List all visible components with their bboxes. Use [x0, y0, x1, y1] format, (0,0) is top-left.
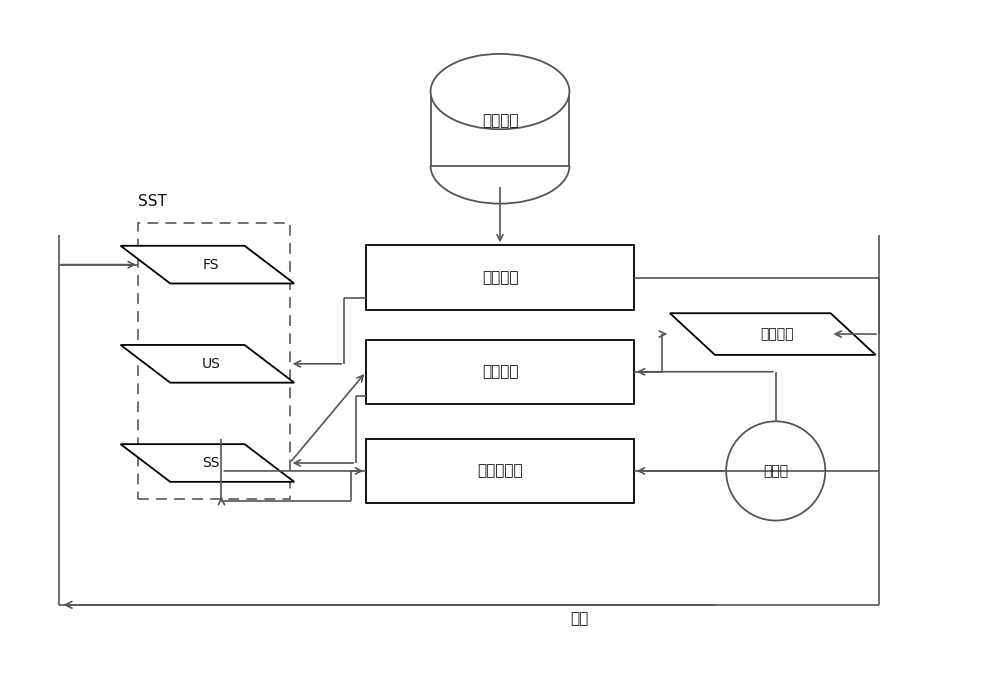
Text: 离线学习: 离线学习	[482, 270, 518, 285]
Text: SS: SS	[203, 456, 220, 470]
Text: 异常反馈: 异常反馈	[760, 327, 793, 341]
Polygon shape	[670, 313, 876, 355]
Polygon shape	[121, 246, 294, 284]
FancyBboxPatch shape	[366, 340, 634, 404]
Circle shape	[726, 421, 825, 520]
Text: 训练数据: 训练数据	[482, 113, 518, 128]
FancyBboxPatch shape	[366, 439, 634, 503]
Text: US: US	[202, 357, 221, 371]
Polygon shape	[121, 444, 294, 482]
Text: 数据流: 数据流	[763, 464, 788, 478]
Text: 异常点检测: 异常点检测	[477, 464, 523, 479]
Polygon shape	[121, 345, 294, 383]
Text: FS: FS	[203, 258, 220, 271]
FancyBboxPatch shape	[431, 91, 569, 166]
Text: 用户: 用户	[570, 611, 588, 626]
Ellipse shape	[431, 54, 569, 130]
Text: 在线学习: 在线学习	[482, 364, 518, 379]
FancyBboxPatch shape	[366, 246, 634, 310]
Text: SST: SST	[138, 194, 167, 209]
